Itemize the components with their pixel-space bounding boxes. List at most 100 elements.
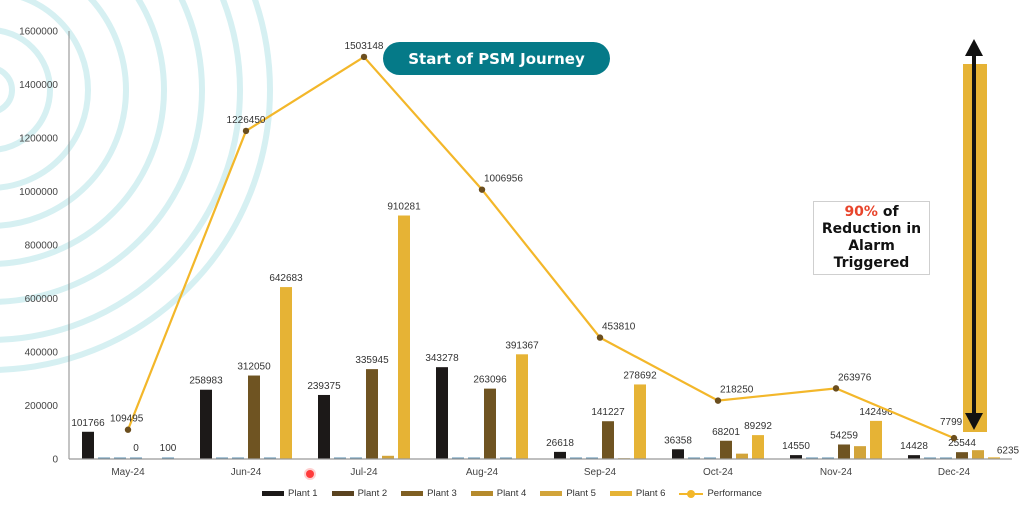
y-tick-label: 200000 xyxy=(25,401,59,412)
bar-value-label: 14550 xyxy=(782,441,810,452)
bar-value-label: 141227 xyxy=(591,407,625,418)
legend-item-performance: Performance xyxy=(679,488,762,499)
bar-plant-1 xyxy=(436,367,448,459)
reduction-callout: 90% of Reduction in Alarm Triggered xyxy=(813,201,930,275)
bar-plant-6 xyxy=(162,457,174,459)
bar-value-label: 312050 xyxy=(237,362,271,373)
bar-plant-3 xyxy=(114,457,126,459)
reduction-line-1: 90% of xyxy=(814,204,929,221)
bar-plant-5 xyxy=(382,455,394,459)
legend-swatch xyxy=(331,491,354,496)
performance-value-label: 1503148 xyxy=(345,41,384,52)
bar-plant-4 xyxy=(956,452,968,459)
bar-value-label: 343278 xyxy=(425,353,459,364)
performance-marker xyxy=(950,434,958,442)
bar-plant-2 xyxy=(924,457,936,459)
bar-plant-4 xyxy=(602,421,614,459)
bar-plant-2 xyxy=(452,457,464,459)
x-tick-label: Jun-24 xyxy=(231,467,262,478)
bar-plant-6 xyxy=(280,287,292,459)
performance-marker xyxy=(478,186,486,193)
reduction-arrow xyxy=(963,39,987,432)
bar-value-label: 335945 xyxy=(355,355,389,366)
record-indicator-icon xyxy=(306,470,314,478)
y-axis: 0 200000 400000 600000 800000 1000000 1200000 1… xyxy=(19,27,70,466)
bar-value-label: 391367 xyxy=(505,340,539,351)
performance-marker xyxy=(124,426,132,433)
arrow-up-icon xyxy=(965,39,983,56)
bar-plant-6 xyxy=(988,457,1000,459)
bar-value-label: 910281 xyxy=(387,201,421,212)
legend-swatch xyxy=(470,491,493,496)
bar-value-label: 89292 xyxy=(744,421,772,432)
bar-plant-2 xyxy=(688,457,700,459)
legend-label: Plant 3 xyxy=(427,488,457,499)
bar-value-label: 278692 xyxy=(623,370,657,381)
legend-label: Plant 4 xyxy=(496,488,527,499)
bar-value-label: 239375 xyxy=(307,381,341,392)
bar-plant-1 xyxy=(82,431,94,459)
bar-plant-4 xyxy=(366,369,378,459)
legend-item-plant-2: Plant 2 xyxy=(331,488,388,499)
bar-plant-3 xyxy=(704,457,716,459)
bar-value-label: 26618 xyxy=(546,438,574,449)
x-tick-label: Aug-24 xyxy=(466,467,499,478)
legend-item-plant-3: Plant 3 xyxy=(401,488,457,499)
reduction-percent: 90% xyxy=(844,204,878,220)
bar-plant-1 xyxy=(790,455,802,459)
bar-plant-5 xyxy=(854,446,866,459)
bar-plant-2 xyxy=(98,457,110,459)
x-tick-label: May-24 xyxy=(111,467,145,478)
bar-value-label: 25544 xyxy=(948,438,976,449)
y-tick-label: 1600000 xyxy=(19,27,58,38)
bar-plant-1 xyxy=(672,449,684,459)
bar-value-label: 642683 xyxy=(269,273,303,284)
legend-item-plant-4: Plant 4 xyxy=(470,488,527,499)
bar-value-label: 0 xyxy=(133,443,139,454)
reduction-line-3: Alarm xyxy=(848,238,895,254)
bar-plant-6 xyxy=(870,420,882,459)
bar-plant-3 xyxy=(940,457,952,459)
bar-value-label: 36358 xyxy=(664,435,692,446)
bar-plant-5 xyxy=(972,450,984,459)
performance-value-label: 218250 xyxy=(720,385,754,396)
performance-value-label: 7799 xyxy=(940,417,963,428)
bar-plant-5 xyxy=(736,453,748,459)
x-tick-label: Dec-24 xyxy=(938,467,971,478)
bar-plant-2 xyxy=(570,457,582,459)
performance-line-path xyxy=(126,55,955,440)
background-ring xyxy=(0,0,273,373)
legend-label: Plant 5 xyxy=(566,488,596,499)
performance-marker xyxy=(242,127,250,135)
x-tick-label: Jul-24 xyxy=(350,467,378,478)
bar-plant-6 xyxy=(634,384,646,459)
bar-value-label: 263096 xyxy=(473,375,507,386)
legend-item-plant-1: Plant 1 xyxy=(262,488,318,499)
bar-plant-6 xyxy=(398,215,410,459)
bar-data-labels: 101766 0 100 258983 312050 642683 239375 335945… xyxy=(71,201,1019,456)
bar-value-label: 14428 xyxy=(900,441,928,452)
bar-plant-2 xyxy=(806,457,818,459)
bar-plant-3 xyxy=(350,457,362,459)
legend-label: Plant 2 xyxy=(357,488,388,499)
psm-journey-text: Start of PSM Journey xyxy=(408,49,585,68)
legend-line-marker-icon xyxy=(679,489,704,498)
bar-value-label: 142496 xyxy=(859,407,893,418)
bar-plant-6 xyxy=(516,354,528,459)
y-tick-label: 1200000 xyxy=(19,134,58,145)
legend-swatch xyxy=(609,491,632,496)
performance-marker xyxy=(832,385,840,392)
bar-value-label: 258983 xyxy=(189,376,223,387)
background-ring xyxy=(0,0,129,229)
reduction-line-4: Triggered xyxy=(833,255,910,271)
bar-plant-2 xyxy=(216,457,228,459)
legend-label: Plant 6 xyxy=(635,488,666,499)
performance-value-label: 453810 xyxy=(602,322,636,333)
bar-plant-4 xyxy=(130,457,142,459)
y-tick-label: 400000 xyxy=(25,348,59,359)
psm-journey-badge: Start of PSM Journey xyxy=(383,42,610,75)
performance-marker xyxy=(360,53,368,61)
performance-value-label: 1226450 xyxy=(227,115,266,126)
legend-swatch xyxy=(262,491,284,496)
